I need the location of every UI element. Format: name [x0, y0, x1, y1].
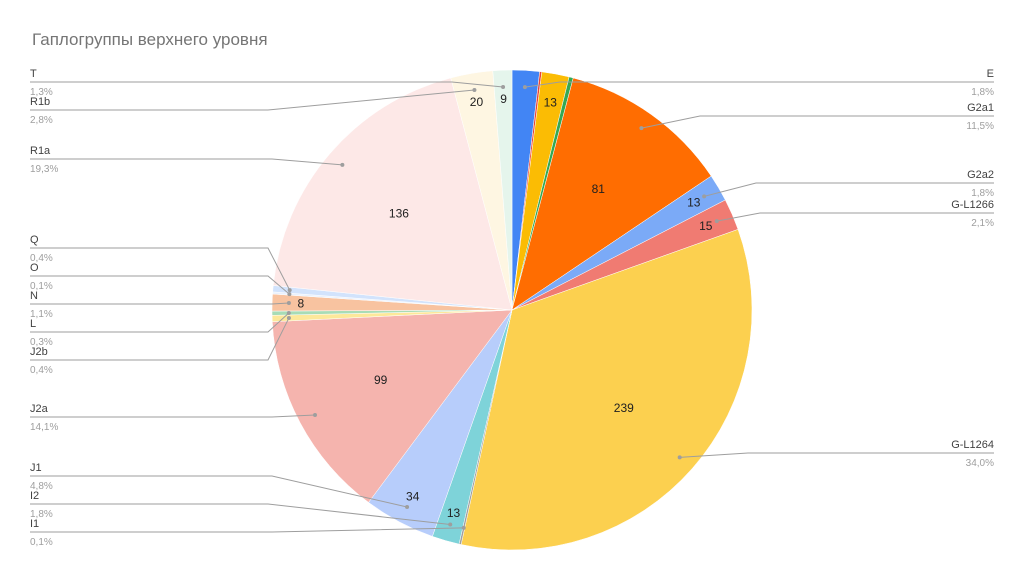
- legend-percent-l: 0,3%: [30, 337, 53, 348]
- leader-line-g2a1: [641, 115, 994, 129]
- legend-percent-i2: 1,8%: [30, 509, 53, 520]
- value-label-r1b: 20: [470, 95, 484, 109]
- value-label-g-l1266: 15: [699, 219, 713, 233]
- leader-dot-j2a: [313, 412, 318, 417]
- legend-label-j1: J1: [30, 462, 42, 474]
- legend-percent-o: 0,1%: [30, 281, 53, 292]
- leader-line-e: [524, 81, 994, 88]
- legend-percent-j2b: 0,4%: [30, 365, 53, 376]
- leader-dot-i2: [448, 522, 453, 527]
- chart-title: Гаплогруппы верхнего уровня: [32, 30, 268, 49]
- leader-line-j2a: [30, 414, 316, 418]
- value-label-j2a: 99: [374, 373, 388, 387]
- leader-dot-r1b: [472, 87, 477, 92]
- legend-label-n: N: [30, 290, 38, 302]
- legend-label-i2: I2: [30, 490, 39, 502]
- leader-line-t: [30, 81, 504, 88]
- leader-dot-g2a2: [702, 194, 707, 199]
- leader-line-r1a: [30, 158, 343, 166]
- leader-dot-t: [501, 84, 506, 89]
- legend-label-g2a2: G2a2: [967, 169, 994, 181]
- leader-dot-g-l1264: [677, 455, 682, 460]
- leader-line-i2: [30, 503, 451, 525]
- legend-label-r1b: R1b: [30, 96, 50, 108]
- legend-percent-i1: 0,1%: [30, 537, 53, 548]
- legend-percent-r1a: 19,3%: [30, 164, 58, 175]
- value-label-i2: 13: [447, 506, 461, 520]
- legend-percent-r1b: 2,8%: [30, 115, 53, 126]
- value-label-j1: 34: [406, 489, 420, 503]
- leader-dot-q: [287, 288, 292, 293]
- legend-label-e: E: [987, 68, 994, 80]
- leader-dot-i1: [461, 525, 466, 530]
- pie-slice-t[interactable]: [492, 69, 513, 311]
- legend-percent-g2a1: 11,5%: [966, 121, 994, 132]
- leader-dot-r1a: [340, 162, 345, 167]
- pie-slice-j2a[interactable]: [272, 309, 513, 503]
- legend-percent-g2a2: 1,8%: [971, 188, 994, 199]
- legend-label-j2b: J2b: [30, 346, 48, 358]
- leader-line-l: [30, 312, 290, 333]
- leader-dot-g2a1: [639, 126, 644, 131]
- legend-percent-g-l1264: 34,0%: [966, 458, 994, 469]
- pie-slice-g-l1264[interactable]: [460, 229, 753, 551]
- legend-label-g-l1264: G-L1264: [951, 439, 994, 451]
- legend-label-r1a: R1a: [30, 145, 51, 157]
- legend-label-j2a: J2a: [30, 403, 49, 415]
- leader-line-r1b: [30, 89, 475, 111]
- pie-slice-r1a[interactable]: [272, 77, 513, 311]
- legend-label-q: Q: [30, 234, 39, 246]
- legend-label-g2a1: G2a1: [967, 102, 994, 114]
- legend-percent-e: 1,8%: [971, 87, 994, 98]
- leader-line-g2a2: [704, 182, 994, 197]
- legend-label-i1: I1: [30, 518, 39, 530]
- leader-dot-j2b: [286, 315, 291, 320]
- legend-label-l: L: [30, 318, 36, 330]
- legend-label-o: O: [30, 262, 39, 274]
- legend-percent-j1: 4,8%: [30, 481, 53, 492]
- leader-dot-l: [286, 310, 291, 315]
- legend-label-t: T: [30, 68, 37, 80]
- leader-line-g-l1266: [716, 212, 994, 222]
- leader-line-o: [30, 275, 290, 295]
- legend-percent-q: 0,4%: [30, 253, 53, 264]
- leader-dot-o: [287, 292, 292, 297]
- leader-dot-n: [286, 301, 291, 306]
- pie-slice-g2a1[interactable]: [511, 77, 712, 311]
- legend-percent-n: 1,1%: [30, 309, 53, 320]
- value-label-slice-2: 13: [544, 95, 558, 109]
- legend-label-g-l1266: G-L1266: [951, 199, 994, 211]
- legend-percent-t: 1,3%: [30, 87, 53, 98]
- leader-dot-g-l1266: [714, 219, 719, 224]
- value-label-g-l1264: 239: [614, 401, 634, 415]
- leader-dot-e: [522, 85, 527, 90]
- legend-percent-j2a: 14,1%: [30, 422, 58, 433]
- value-label-r1a: 136: [389, 206, 409, 220]
- value-label-g2a2: 13: [687, 196, 701, 210]
- value-label-g2a1: 81: [592, 182, 606, 196]
- leader-line-n: [30, 302, 289, 305]
- value-label-t: 9: [500, 92, 507, 106]
- leader-line-i1: [30, 527, 464, 533]
- leader-line-g-l1264: [679, 452, 994, 458]
- legend-percent-g-l1266: 2,1%: [971, 218, 994, 229]
- leader-line-j2b: [30, 317, 290, 361]
- value-label-n: 8: [298, 296, 305, 310]
- leader-line-j1: [30, 475, 408, 508]
- leader-line-q: [30, 247, 291, 291]
- leader-dot-j1: [405, 504, 410, 509]
